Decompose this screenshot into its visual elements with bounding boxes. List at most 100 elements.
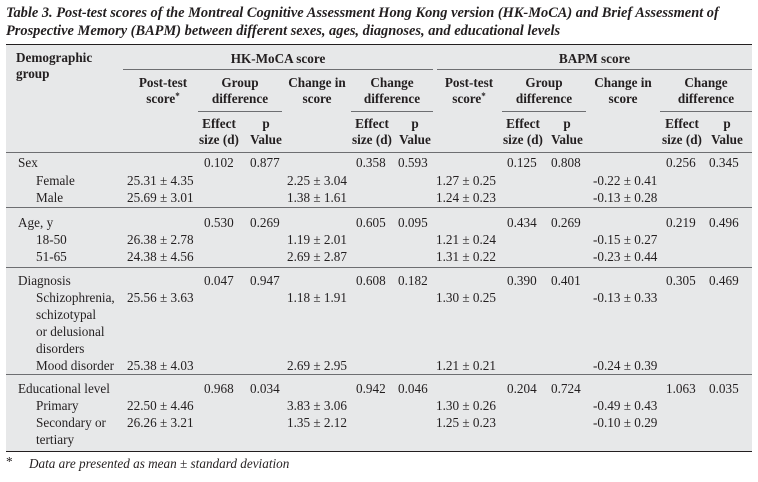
footnote-marker: * — [6, 454, 13, 469]
cell-value: 25.69 ± 3.01 — [127, 190, 194, 205]
cell-value: 0.942 — [356, 381, 386, 396]
cell-value: 0.593 — [398, 155, 428, 170]
cell-value: 1.19 ± 2.01 — [287, 232, 347, 247]
cell-value: 0.947 — [250, 273, 280, 288]
cell-value: 1.18 ± 1.91 — [287, 290, 347, 305]
row-sex-label: Sex — [18, 155, 38, 170]
bp-group-diff-rule — [502, 111, 586, 112]
cell-value: -0.15 ± 0.27 — [593, 232, 658, 247]
cell-value: 0.204 — [507, 381, 537, 396]
header-hk-change-effect-size: Effect size (d) — [352, 116, 392, 147]
cell-value: 0.269 — [551, 215, 581, 230]
diagnosis-bottom-rule — [6, 374, 752, 375]
cell-value: 0.605 — [356, 215, 386, 230]
cell-value: 0.434 — [507, 215, 537, 230]
header-hk-change-in-score: Change in score — [288, 75, 346, 106]
cell-value: 0.608 — [356, 273, 386, 288]
header-bottom-rule — [6, 152, 752, 153]
cell-value: 2.69 ± 2.87 — [287, 249, 347, 264]
hk-change-diff-rule — [351, 111, 433, 112]
bapm-span-rule — [437, 69, 752, 70]
cell-value: 0.345 — [709, 155, 739, 170]
cell-value: 25.56 ± 3.63 — [127, 290, 194, 305]
bp-change-diff-rule — [660, 111, 752, 112]
cell-value: -0.22 ± 0.41 — [593, 173, 658, 188]
sex-bottom-rule — [6, 207, 752, 208]
hk-moca-span-rule — [123, 69, 433, 70]
cell-value: 26.26 ± 3.21 — [127, 415, 194, 430]
header-bp-group-effect-size: Effect size (d) — [503, 116, 543, 147]
footnote-text: Data are presented as mean ± standard de… — [29, 456, 290, 471]
row-age-51-65-label: 51-65 — [36, 249, 67, 264]
cell-value: 0.182 — [398, 273, 428, 288]
row-age-18-50-label: 18-50 — [36, 232, 67, 247]
cell-value: -0.13 ± 0.28 — [593, 190, 658, 205]
cell-value: 0.095 — [398, 215, 428, 230]
header-bp-change-effect-size: Effect size (d) — [662, 116, 702, 147]
cell-value: 1.27 ± 0.25 — [436, 173, 496, 188]
cell-value: 0.877 — [250, 155, 280, 170]
table-top-rule — [6, 44, 752, 45]
cell-value: 0.219 — [666, 215, 696, 230]
cell-value: 1.38 ± 1.61 — [287, 190, 347, 205]
row-mood-disorder-label: Mood disorder — [36, 358, 115, 373]
cell-value: 0.724 — [551, 381, 581, 396]
cell-value: 26.38 ± 2.78 — [127, 232, 194, 247]
cell-value: 0.046 — [398, 381, 428, 396]
cell-value: 3.83 ± 3.06 — [287, 398, 347, 413]
cell-value: -0.49 ± 0.43 — [593, 398, 658, 413]
header-hk-group-p-value: p Value — [250, 116, 282, 147]
cell-value: -0.23 ± 0.44 — [593, 249, 658, 264]
cell-value: 0.390 — [507, 273, 537, 288]
cell-value: 0.125 — [507, 155, 537, 170]
cell-value: 0.358 — [356, 155, 386, 170]
row-secondary-label: Secondary or — [36, 415, 106, 430]
cell-value: 24.38 ± 4.56 — [127, 249, 194, 264]
row-schizophrenia-label: Schizophrenia, — [36, 290, 115, 305]
header-hk-moca-score: HK-MoCA score — [230, 51, 326, 66]
header-bp-post-test-score: Post-test score* — [444, 75, 494, 106]
cell-value: 1.30 ± 0.26 — [436, 398, 496, 413]
header-bp-change-in-score: Change in score — [594, 75, 652, 106]
header-bp-change-difference: Change difference — [677, 75, 735, 106]
age-bottom-rule — [6, 267, 752, 268]
header-bp-change-p-value: p Value — [711, 116, 743, 147]
cell-value: 1.31 ± 0.22 — [436, 249, 496, 264]
cell-value: 1.21 ± 0.24 — [436, 232, 496, 247]
header-bp-group-difference: Group difference — [515, 75, 573, 106]
header-bp-group-p-value: p Value — [551, 116, 583, 147]
header-hk-group-difference: Group difference — [211, 75, 269, 106]
cell-value: 0.496 — [709, 215, 739, 230]
cell-value: 0.808 — [551, 155, 581, 170]
header-hk-post-test-score: Post-test score* — [138, 75, 188, 106]
hk-group-diff-rule — [198, 111, 282, 112]
row-age-label: Age, y — [18, 215, 54, 230]
cell-value: -0.10 ± 0.29 — [593, 415, 658, 430]
header-hk-change-p-value: p Value — [399, 116, 431, 147]
cell-value: 1.25 ± 0.23 — [436, 415, 496, 430]
row-schizophrenia-label: schizotypal — [36, 307, 97, 322]
table-bottom-rule — [6, 451, 752, 452]
row-female-label: Female — [36, 173, 75, 188]
header-demographic-group: Demographic group — [16, 50, 93, 81]
cell-value: 0.256 — [666, 155, 696, 170]
cell-value: 0.034 — [250, 381, 280, 396]
cell-value: 0.469 — [709, 273, 739, 288]
row-schizophrenia-label: disorders — [36, 341, 85, 356]
row-educational-level-label: Educational level — [18, 381, 110, 396]
cell-value: 25.38 ± 4.03 — [127, 358, 194, 373]
cell-value: 1.35 ± 2.12 — [287, 415, 347, 430]
results-table: Demographic group HK-MoCA score BAPM sco… — [6, 44, 752, 452]
cell-value: 0.530 — [204, 215, 234, 230]
cell-value: 0.102 — [204, 155, 234, 170]
row-male-label: Male — [36, 190, 64, 205]
cell-value: 1.24 ± 0.23 — [436, 190, 496, 205]
row-diagnosis-label: Diagnosis — [18, 273, 71, 288]
cell-value: 1.30 ± 0.25 — [436, 290, 496, 305]
cell-value: 0.035 — [709, 381, 739, 396]
cell-value: 22.50 ± 4.46 — [127, 398, 194, 413]
row-secondary-label: tertiary — [36, 432, 75, 447]
cell-value: 2.69 ± 2.95 — [287, 358, 347, 373]
cell-value: 1.21 ± 0.21 — [436, 358, 496, 373]
cell-value: 0.305 — [666, 273, 696, 288]
